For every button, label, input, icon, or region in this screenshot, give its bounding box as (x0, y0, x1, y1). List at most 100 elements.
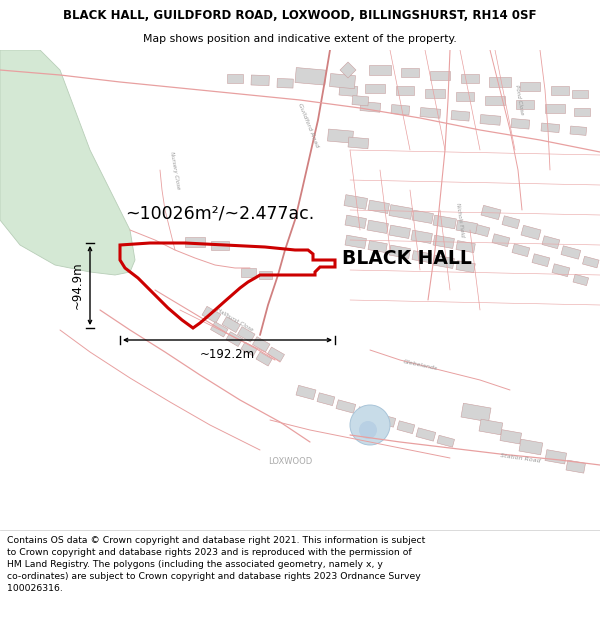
Bar (551, 86, 569, 94)
Bar (521, 226, 541, 239)
Text: BLACK HALL, GUILDFORD ROAD, LOXWOOD, BILLINGSHURST, RH14 0SF: BLACK HALL, GUILDFORD ROAD, LOXWOOD, BIL… (63, 9, 537, 22)
Bar (416, 428, 436, 441)
Bar (433, 255, 454, 269)
Bar (211, 241, 229, 249)
Bar (253, 337, 270, 352)
Bar (396, 86, 414, 94)
Bar (251, 75, 269, 86)
Text: Nursery Close: Nursery Close (169, 151, 181, 189)
Bar (344, 194, 368, 209)
Circle shape (350, 405, 390, 445)
Bar (185, 237, 205, 247)
Bar (566, 460, 586, 473)
Bar (368, 200, 389, 214)
Bar (329, 74, 356, 89)
Bar (317, 392, 335, 406)
Bar (500, 429, 521, 444)
Bar (411, 230, 433, 244)
Bar (542, 236, 560, 249)
Bar (211, 322, 228, 337)
Text: Contains OS data © Crown copyright and database right 2021. This information is : Contains OS data © Crown copyright and d… (7, 536, 425, 593)
Bar (545, 449, 566, 464)
Bar (226, 332, 242, 346)
Bar (512, 244, 530, 257)
Bar (345, 215, 367, 229)
Bar (360, 101, 381, 112)
Bar (451, 111, 470, 121)
Text: ~10026m²/~2.477ac.: ~10026m²/~2.477ac. (125, 204, 314, 222)
Text: LOXWOOD: LOXWOOD (268, 458, 312, 466)
Bar (391, 104, 410, 115)
Bar (461, 74, 479, 82)
Text: Hallhurst Close: Hallhurst Close (216, 308, 254, 332)
Bar (268, 347, 284, 361)
Bar (401, 68, 419, 76)
Bar (502, 216, 520, 229)
Bar (570, 126, 587, 136)
Polygon shape (340, 62, 356, 78)
Bar (339, 85, 358, 97)
Bar (583, 256, 599, 268)
Bar (572, 90, 588, 98)
Bar (485, 96, 505, 104)
Bar (516, 99, 534, 109)
Bar (481, 206, 501, 219)
Bar (433, 235, 454, 249)
Bar (511, 119, 530, 129)
Bar (573, 274, 589, 286)
Text: Station Road: Station Road (500, 452, 541, 463)
Text: ~94.9m: ~94.9m (71, 262, 84, 309)
Bar (412, 210, 433, 224)
Bar (256, 352, 272, 366)
Bar (368, 241, 387, 252)
Bar (489, 77, 511, 87)
Text: Pond Close: Pond Close (514, 84, 524, 116)
Bar (425, 89, 445, 98)
Bar (389, 204, 413, 219)
Bar (376, 414, 396, 427)
Polygon shape (0, 50, 135, 275)
Bar (296, 386, 316, 399)
Bar (227, 74, 243, 82)
Bar (545, 104, 565, 112)
Bar (552, 264, 570, 277)
Bar (241, 342, 257, 356)
Bar (389, 225, 410, 239)
Bar (420, 107, 441, 118)
Bar (389, 245, 410, 259)
Bar (238, 327, 255, 342)
Bar (357, 407, 375, 419)
Bar (328, 129, 353, 143)
Bar (365, 84, 385, 92)
Text: Map shows position and indicative extent of the property.: Map shows position and indicative extent… (143, 34, 457, 44)
Bar (456, 91, 474, 101)
Bar (561, 246, 581, 259)
Text: ~192.2m: ~192.2m (200, 348, 255, 361)
Bar (479, 419, 503, 435)
Bar (456, 261, 475, 272)
Bar (480, 114, 501, 125)
Bar (295, 68, 326, 85)
Bar (492, 234, 510, 247)
Bar (433, 215, 457, 229)
Bar (430, 71, 450, 79)
Text: Glebelands: Glebelands (402, 359, 438, 371)
Text: Guildford Road: Guildford Road (297, 102, 319, 148)
Text: BLACK HALL: BLACK HALL (342, 249, 472, 268)
Bar (202, 306, 221, 323)
Bar (241, 268, 256, 276)
Bar (472, 224, 490, 237)
Circle shape (359, 421, 377, 439)
Bar (519, 439, 543, 455)
Bar (574, 108, 590, 116)
Text: Nichols Field: Nichols Field (455, 202, 465, 238)
Bar (336, 400, 356, 413)
Bar (259, 271, 271, 279)
Bar (456, 241, 475, 252)
Bar (367, 220, 388, 234)
Bar (397, 421, 415, 434)
Bar (456, 220, 478, 234)
Bar (437, 435, 455, 447)
Bar (345, 235, 367, 249)
Bar (461, 403, 491, 422)
